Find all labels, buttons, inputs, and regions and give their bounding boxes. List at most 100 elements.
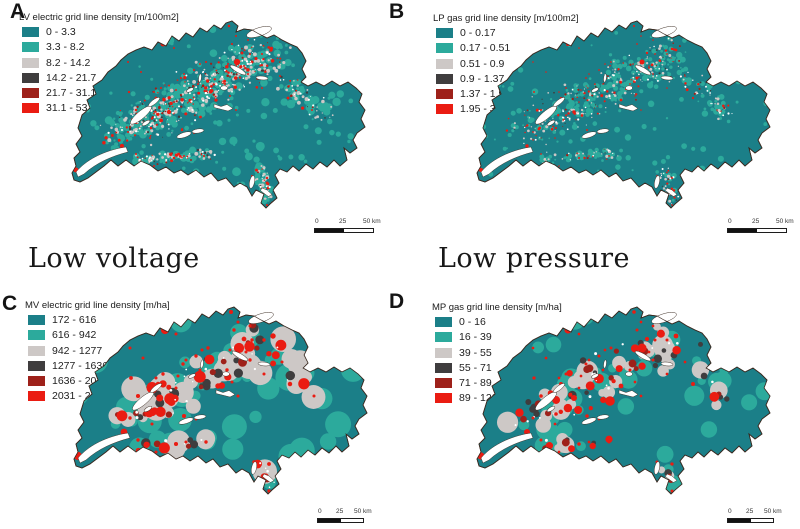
legend-label: 0 - 16 — [459, 316, 486, 328]
legend-label: 0.51 - 0.9 — [460, 57, 505, 70]
scale-bar-filled-segment — [315, 229, 344, 232]
panel-letter-a: A — [10, 0, 26, 23]
legend-swatch — [28, 345, 45, 356]
legend-row: 14.2 - 21.7 — [22, 71, 249, 84]
panel-letter-d: D — [389, 290, 405, 313]
scale-tick: 25 — [336, 508, 344, 515]
legend-label: 0 - 0.17 — [460, 27, 496, 39]
scale-bar-labels: 0 25 50 km — [727, 217, 799, 226]
legend-row: 0 - 16 — [435, 316, 662, 328]
caption-low-pressure: Low pressure — [438, 243, 631, 274]
scale-bar: 0 25 50 km — [314, 217, 386, 233]
scale-tick: 25 — [339, 218, 347, 225]
switzerland-map-lp-gas — [476, 20, 771, 209]
legend-swatch — [435, 378, 452, 389]
legend-row: 55 - 71 — [435, 362, 662, 374]
legend-row: 1277 - 1636 — [28, 359, 255, 372]
legend-label: 16 - 39 — [459, 331, 492, 344]
panel-letter-b: B — [389, 0, 405, 23]
legend-swatch — [435, 317, 452, 327]
legend-label: 172 - 616 — [52, 314, 97, 326]
legend-row: 0.17 - 0.51 — [436, 42, 663, 55]
legend-label: 21.7 - 31.1 — [46, 87, 97, 100]
legend-row: 31.1 - 53.7 — [22, 102, 249, 114]
legend-swatch — [28, 376, 45, 387]
scale-bar: 0 25 50 km — [317, 507, 389, 523]
scale-tick: 50 km — [354, 508, 372, 515]
legend-swatch — [436, 58, 453, 69]
legend-row: 0 - 0.17 — [436, 27, 663, 39]
caption-low-voltage: Low voltage — [28, 243, 200, 274]
scale-bar-empty-segment — [750, 519, 773, 522]
scale-bar-empty-segment — [344, 229, 373, 232]
scale-bar-rule — [727, 518, 774, 523]
legend-label: 0.9 - 1.37 — [460, 72, 505, 85]
scale-bar: 0 25 50 km — [727, 507, 799, 523]
legend-swatch — [435, 332, 452, 343]
panel-letter-c: C — [2, 292, 18, 315]
legend-row: 21.7 - 31.1 — [22, 87, 249, 100]
legend-row: 172 - 616 — [28, 314, 255, 326]
legend-swatch — [436, 104, 453, 115]
legend-swatch — [436, 28, 453, 38]
scale-tick: 50 km — [363, 218, 381, 225]
scale-bar: 0 25 50 km — [727, 217, 799, 233]
legend-row: 0.51 - 0.9 — [436, 57, 663, 70]
legend-row: 0 - 3.3 — [22, 26, 249, 38]
scale-bar-rule — [314, 228, 374, 233]
legend-label: 1277 - 1636 — [52, 359, 109, 372]
scale-tick: 50 km — [776, 218, 794, 225]
legend-swatch — [436, 43, 453, 54]
legend-label: 0 - 3.3 — [46, 26, 76, 38]
legend-row: 39 - 55 — [435, 347, 662, 359]
legend-label: 942 - 1277 — [52, 344, 103, 357]
scale-bar-rule — [727, 228, 787, 233]
scale-bar-labels: 0 25 50 km — [317, 507, 389, 516]
legend-row: 0.9 - 1.37 — [436, 72, 663, 85]
legend-label: 14.2 - 21.7 — [46, 71, 97, 84]
switzerland-map-mv-electric — [73, 306, 368, 495]
scale-bar-labels: 0 25 50 km — [314, 217, 386, 226]
legend-title: MV electric grid line density [m/ha] — [25, 300, 170, 311]
legend-swatch — [28, 391, 45, 402]
legend-row: 8.2 - 14.2 — [22, 57, 249, 69]
legend-swatch — [28, 315, 45, 325]
legend-row: 71 - 89 — [435, 377, 662, 390]
legend-swatch — [435, 362, 452, 373]
legend-title: MP gas grid line density [m/ha] — [432, 302, 562, 313]
legend-swatch — [22, 72, 39, 83]
legend-swatch — [22, 27, 39, 37]
legend-swatch — [22, 42, 39, 53]
scale-bar-rule — [317, 518, 364, 523]
legend-swatch — [28, 330, 45, 341]
scale-tick: 0 — [728, 218, 732, 225]
legend-row: 16 - 39 — [435, 331, 662, 344]
scale-bar-empty-segment — [340, 519, 363, 522]
legend-swatch — [435, 393, 452, 404]
legend-label: 616 - 942 — [52, 329, 97, 342]
scale-tick: 25 — [746, 508, 754, 515]
scale-tick: 25 — [752, 218, 760, 225]
legend-swatch — [436, 89, 453, 100]
legend-label: 71 - 89 — [459, 377, 492, 390]
legend-row: 942 - 1277 — [28, 344, 255, 357]
legend-panel-d: MP gas grid line density [m/ha] 0 - 16 1… — [432, 302, 662, 409]
scale-tick: 0 — [728, 508, 732, 515]
legend-swatch — [436, 73, 453, 84]
legend-swatch — [28, 360, 45, 371]
scale-bar-labels: 0 25 50 km — [727, 507, 799, 516]
legend-panel-a: LV electric grid line density [m/100m2] … — [19, 12, 249, 119]
legend-swatch — [435, 347, 452, 358]
scale-bar-filled-segment — [728, 519, 751, 522]
legend-swatch — [22, 57, 39, 68]
legend-label: 0.17 - 0.51 — [460, 42, 511, 55]
legend-row: 616 - 942 — [28, 329, 255, 342]
scale-bar-filled-segment — [318, 519, 341, 522]
switzerland-map-mp-gas — [476, 306, 771, 495]
scale-bar-empty-segment — [757, 229, 786, 232]
legend-title: LP gas grid line density [m/100m2] — [433, 13, 579, 24]
legend-title: LV electric grid line density [m/100m2] — [19, 12, 179, 23]
legend-row: 3.3 - 8.2 — [22, 41, 249, 53]
scale-tick: 0 — [315, 218, 319, 225]
